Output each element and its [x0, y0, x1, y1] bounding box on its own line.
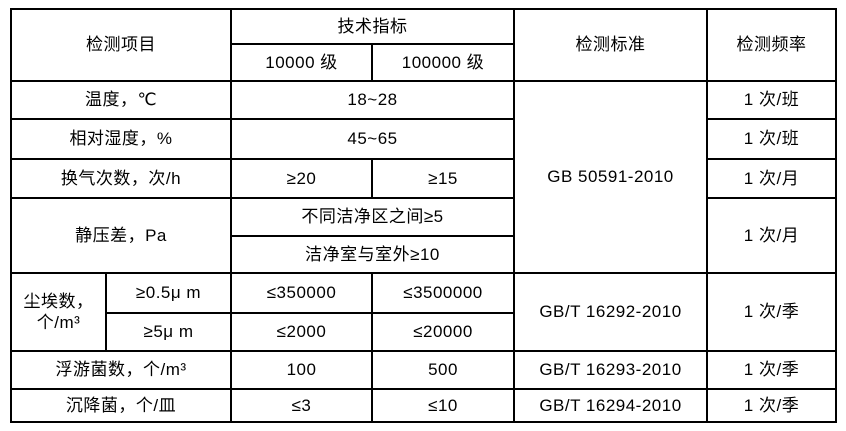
cell-pressure-value-line1: 不同洁净区之间≥5 [230, 197, 515, 237]
cell-airborne-value-10000: 100 [230, 350, 373, 390]
header-detection-standard: 检测标准 [513, 8, 708, 82]
cell-particle-frequency: 1 次/季 [706, 272, 837, 352]
cell-airchange-value-10000: ≥20 [230, 158, 373, 199]
cell-pressure-value-line2: 洁净室与室外≥10 [230, 235, 515, 274]
cell-particle-5-value-10000: ≤2000 [230, 312, 373, 352]
cell-airchange-frequency: 1 次/月 [706, 158, 837, 199]
cell-particle-05-value-10000: ≤350000 [230, 272, 373, 314]
cell-airborne-value-100000: 500 [371, 350, 515, 390]
cell-airchange-value-100000: ≥15 [371, 158, 515, 199]
cell-humidity-frequency: 1 次/班 [706, 118, 837, 160]
cell-airborne-frequency: 1 次/季 [706, 350, 837, 390]
header-detection-item: 检测项目 [10, 8, 232, 82]
cell-settling-value-10000: ≤3 [230, 388, 373, 423]
header-grade-100000: 100000 级 [371, 43, 515, 82]
cell-standard-gb16294: GB/T 16294-2010 [513, 388, 708, 423]
cell-airchange-label: 换气次数，次/h [10, 158, 232, 199]
cell-humidity-label: 相对湿度，% [10, 118, 232, 160]
cell-pressure-frequency: 1 次/月 [706, 197, 837, 274]
cell-standard-gb16293: GB/T 16293-2010 [513, 350, 708, 390]
cleanroom-spec-table: 检测项目 技术指标 检测标准 检测频率 10000 级 100000 级 温度，… [10, 8, 837, 423]
cell-particle-size-05: ≥0.5μ m [105, 272, 232, 314]
cell-pressure-label: 静压差，Pa [10, 197, 232, 274]
cell-temperature-label: 温度，℃ [10, 80, 232, 120]
cell-humidity-value: 45~65 [230, 118, 515, 160]
cell-particle-5-value-100000: ≤20000 [371, 312, 515, 352]
cell-particle-05-value-100000: ≤3500000 [371, 272, 515, 314]
cell-settling-bacteria-label: 沉降菌，个/皿 [10, 388, 232, 423]
header-tech-indicator: 技术指标 [230, 8, 515, 45]
cell-settling-frequency: 1 次/季 [706, 388, 837, 423]
cell-temperature-frequency: 1 次/班 [706, 80, 837, 120]
header-detection-frequency: 检测频率 [706, 8, 837, 82]
cell-temperature-value: 18~28 [230, 80, 515, 120]
cell-particle-size-5: ≥5μ m [105, 312, 232, 352]
cell-airborne-bacteria-label: 浮游菌数，个/m³ [10, 350, 232, 390]
cell-particle-label: 尘埃数， 个/m³ [10, 272, 107, 352]
header-grade-10000: 10000 级 [230, 43, 373, 82]
cell-standard-gb16292: GB/T 16292-2010 [513, 272, 708, 352]
cell-standard-gb50591: GB 50591-2010 [513, 80, 708, 274]
cell-settling-value-100000: ≤10 [371, 388, 515, 423]
